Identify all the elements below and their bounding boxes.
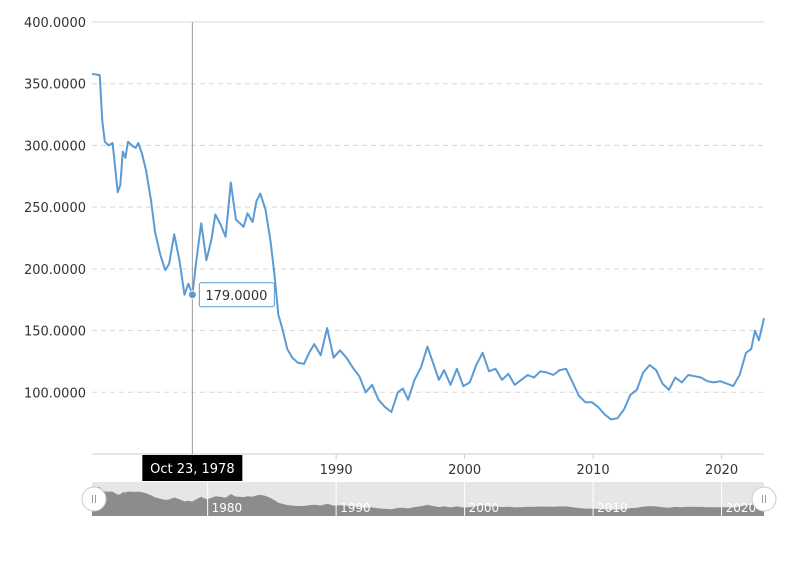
y-tick-label: 350.0000 <box>24 78 86 93</box>
x-tick-label: 1990 <box>320 463 353 478</box>
x-tick-label: 2020 <box>705 463 738 478</box>
y-tick-label: 250.0000 <box>24 201 86 216</box>
x-axis-ticks: 1990 2000 2010 2020 <box>320 454 738 478</box>
navigator-tick-label: 1990 <box>340 501 371 515</box>
navigator-tick-label: 1980 <box>212 501 243 515</box>
gridlines <box>92 21 764 393</box>
crosshair-date-text: Oct 23, 1978 <box>150 462 235 477</box>
navigator-tick-label: 2000 <box>469 501 500 515</box>
tooltip: 179.0000 <box>198 282 275 308</box>
crosshair-date-label: Oct 23, 1978 <box>142 455 243 481</box>
navigator-area <box>92 487 764 516</box>
x-tick-label: 2010 <box>577 463 610 478</box>
series-line <box>91 72 765 421</box>
hover-point-marker <box>187 290 197 300</box>
y-tick-label: 200.0000 <box>24 263 86 278</box>
y-axis-ticks: 100.0000 150.0000 200.0000 250.0000 300.0000… <box>24 16 86 401</box>
y-tick-label: 300.0000 <box>24 139 86 154</box>
navigator[interactable]: 1980 1990 2000 2010 2020 <box>81 482 777 516</box>
navigator-right-handle[interactable] <box>751 486 777 512</box>
navigator-tick-label: 2010 <box>597 501 628 515</box>
navigator-handle-knob[interactable] <box>81 486 107 512</box>
tooltip-value: 179.0000 <box>205 289 267 304</box>
navigator-tick-label: 2020 <box>726 501 757 515</box>
y-tick-label: 100.0000 <box>24 386 86 401</box>
y-tick-label: 400.0000 <box>24 16 86 31</box>
tooltip-box <box>198 282 275 308</box>
navigator-ticks: 1980 1990 2000 2010 2020 <box>207 482 757 516</box>
crosshair-label-box <box>142 455 243 481</box>
x-tick-label: 2000 <box>448 463 481 478</box>
y-tick-label: 150.0000 <box>24 325 86 340</box>
navigator-handle-knob[interactable] <box>751 486 777 512</box>
navigator-left-handle[interactable] <box>81 486 107 512</box>
series-layer <box>91 72 765 421</box>
